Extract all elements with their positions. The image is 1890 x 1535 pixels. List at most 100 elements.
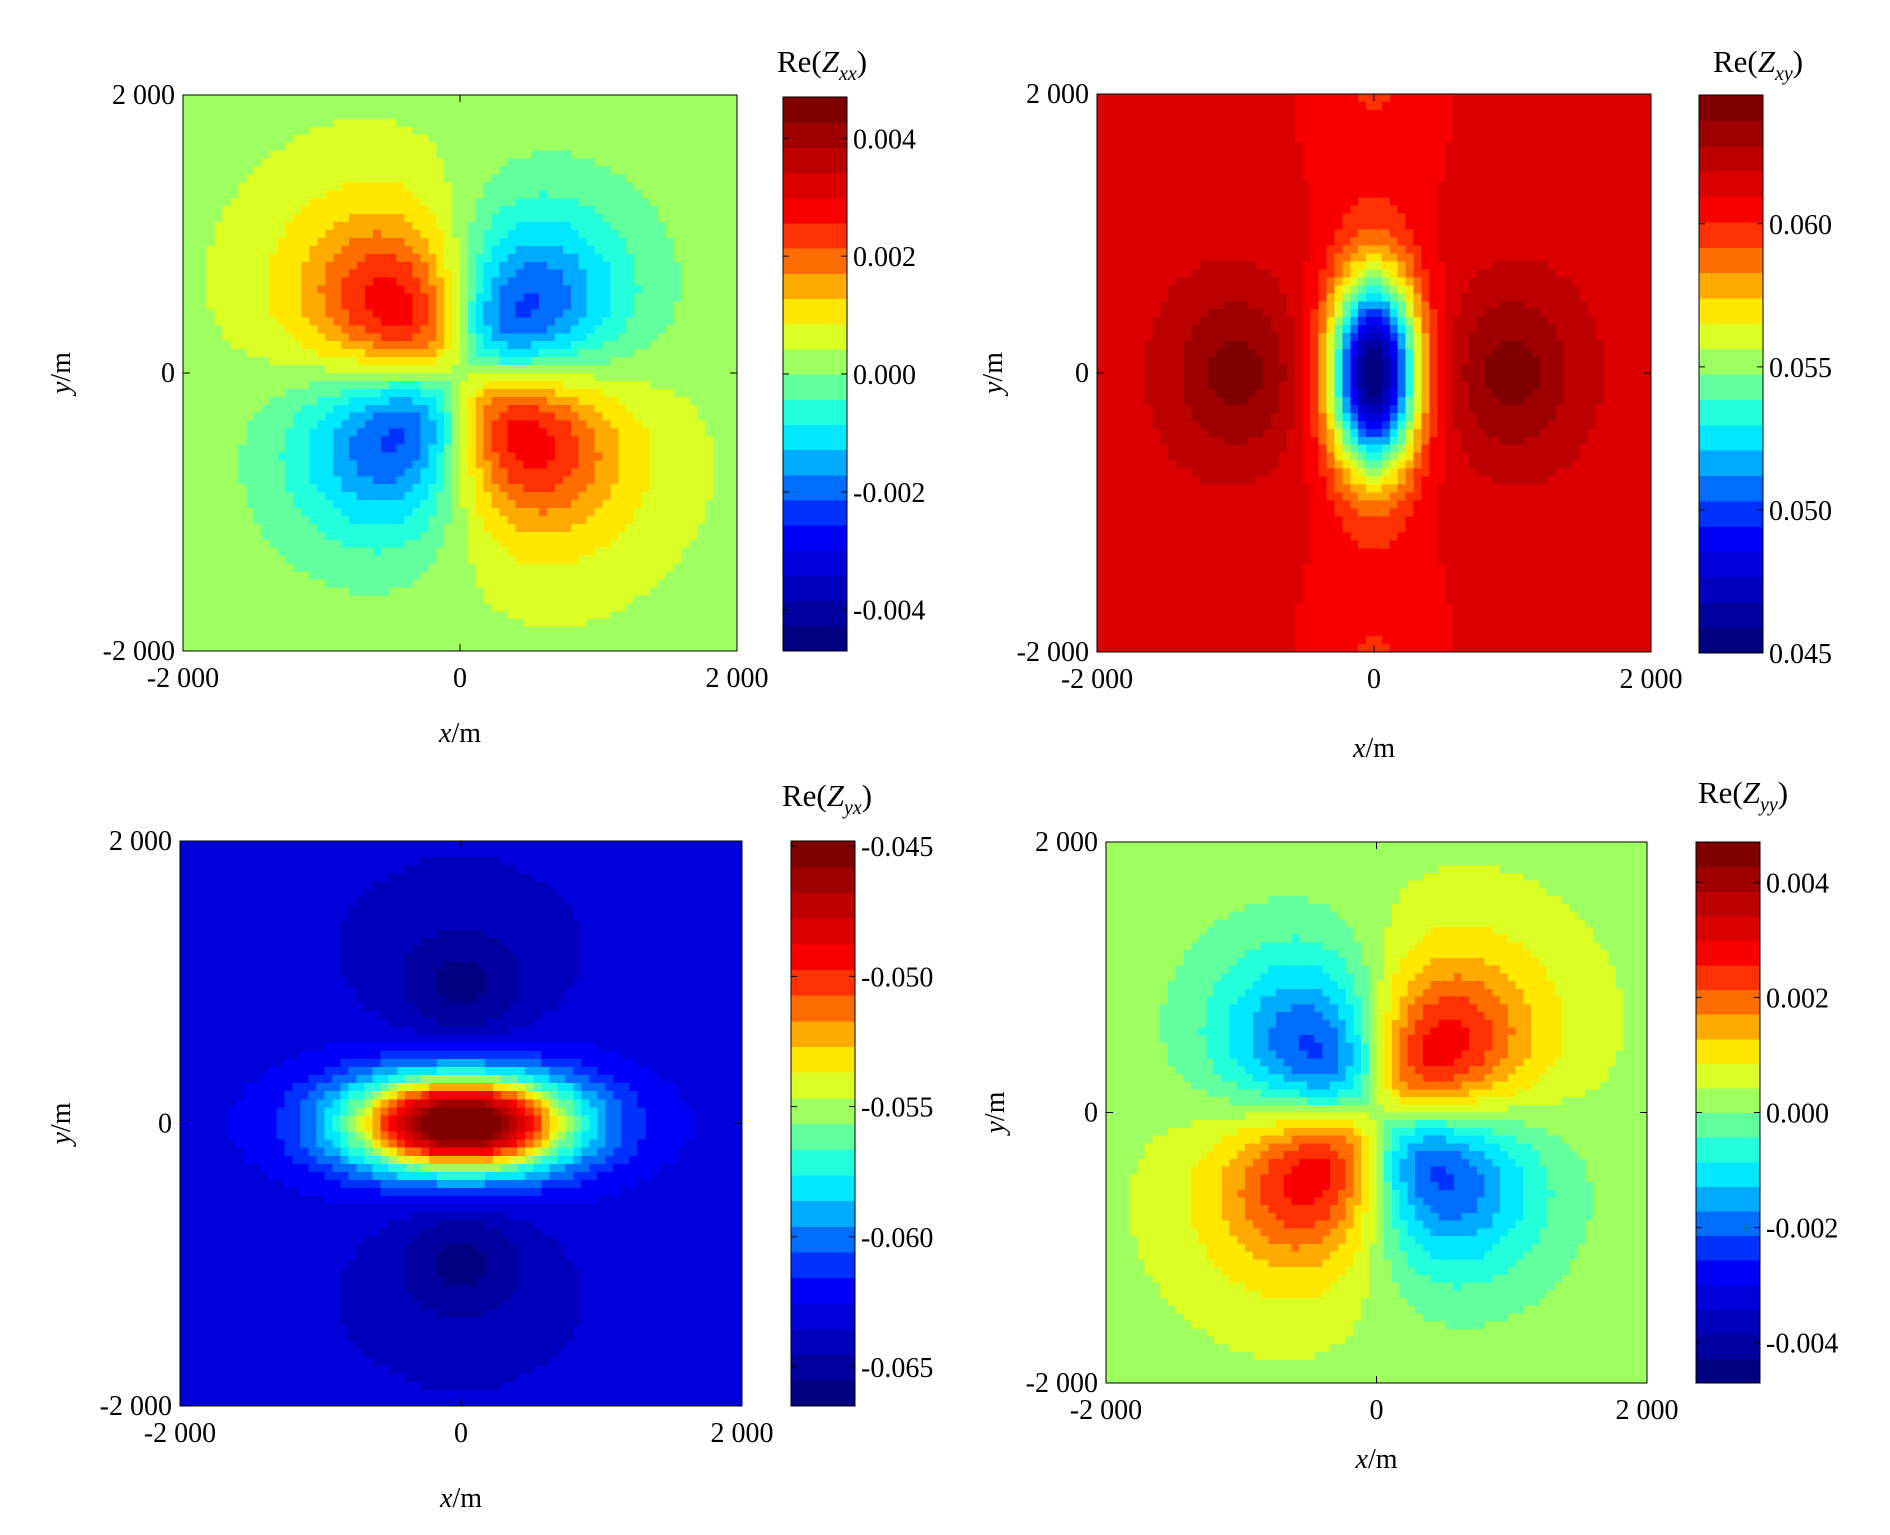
heatmap-cell [428, 515, 437, 525]
heatmap-cell [594, 230, 604, 239]
heatmap-cell [396, 579, 406, 589]
heatmap-cell [721, 142, 730, 152]
heatmap-cell [246, 484, 255, 493]
heatmap-cell [547, 452, 556, 461]
heatmap-cell [554, 468, 564, 477]
heatmap-cell [206, 245, 216, 255]
heatmap-cell [388, 484, 398, 493]
heatmap-cell [539, 420, 548, 430]
heatmap-cell [238, 158, 247, 168]
heatmap-cell [357, 484, 366, 493]
heatmap-cell [277, 365, 287, 374]
heatmap-cell [1097, 237, 1106, 247]
heatmap-cell [705, 237, 714, 247]
heatmap-cell [372, 603, 382, 612]
heatmap-cell [309, 269, 319, 279]
heatmap-cell [475, 245, 485, 255]
heatmap-cell [499, 285, 509, 295]
heatmap-cell [349, 126, 358, 136]
heatmap-cell [277, 285, 287, 295]
heatmap-cell [349, 198, 358, 207]
heatmap-cell [507, 309, 516, 318]
heatmap-cell [372, 230, 382, 239]
heatmap-cell [507, 476, 516, 485]
heatmap-cell [349, 396, 358, 406]
heatmap-cell [507, 341, 516, 350]
heatmap-cell [380, 102, 390, 112]
heatmap-cell [602, 627, 611, 636]
heatmap-cell [586, 126, 596, 136]
heatmap-cell [285, 452, 295, 461]
heatmap-cell [586, 357, 596, 366]
heatmap-cell [618, 142, 627, 152]
heatmap-cell [206, 396, 216, 406]
heatmap-cell [349, 476, 358, 485]
heatmap-cell [206, 428, 216, 438]
heatmap-cell [578, 150, 588, 160]
heatmap-cell [515, 468, 524, 477]
heatmap-cell [183, 309, 192, 318]
heatmap-cell [222, 237, 232, 247]
heatmap-cell [230, 579, 239, 589]
heatmap-cell [388, 349, 398, 358]
heatmap-cell [570, 515, 580, 525]
heatmap-cell [681, 420, 691, 430]
heatmap-cell [388, 182, 398, 191]
heatmap-cell [262, 611, 271, 620]
heatmap-cell [396, 619, 406, 628]
heatmap-cell [270, 452, 279, 461]
heatmap-cell [190, 476, 200, 485]
heatmap-cell [523, 102, 532, 112]
heatmap-cell [183, 373, 192, 382]
heatmap-cell [285, 460, 295, 469]
heatmap-cell [183, 261, 192, 271]
heatmap-cell [420, 428, 429, 438]
heatmap-cell [230, 317, 239, 326]
heatmap-cell [713, 222, 722, 231]
heatmap-cell [697, 635, 706, 644]
heatmap-cell [214, 388, 224, 398]
heatmap-cell [507, 214, 516, 223]
heatmap-cell [586, 309, 596, 318]
heatmap-cell [222, 579, 232, 589]
heatmap-cell [270, 341, 279, 350]
heatmap-cell [404, 579, 414, 589]
heatmap-cell [388, 587, 398, 596]
heatmap-cell [436, 571, 445, 581]
heatmap-cell [713, 428, 722, 438]
heatmap-cell [238, 603, 247, 612]
heatmap-cell [673, 611, 683, 620]
heatmap-cell [254, 293, 263, 303]
heatmap-cell [483, 206, 493, 215]
heatmap-cell [562, 237, 572, 247]
heatmap-cell [380, 508, 390, 517]
heatmap-cell [380, 198, 390, 207]
heatmap-cell [293, 373, 303, 382]
heatmap-cell [649, 388, 659, 398]
heatmap-cell [404, 261, 414, 271]
heatmap-cell [357, 190, 366, 199]
heatmap-cell [262, 118, 271, 128]
heatmap-cell [396, 277, 406, 287]
heatmap-cell [222, 436, 232, 446]
heatmap-cell [214, 230, 224, 239]
heatmap-cell [681, 245, 691, 255]
heatmap-cell [357, 611, 366, 620]
heatmap-cell [586, 523, 596, 533]
heatmap-cell [277, 214, 287, 223]
heatmap-cell [713, 476, 722, 485]
heatmap-cell [325, 547, 334, 557]
heatmap-cell [665, 404, 675, 414]
heatmap-cell [349, 484, 358, 493]
heatmap-cell [396, 230, 406, 239]
heatmap-cell [293, 198, 303, 207]
heatmap-cell [713, 373, 722, 382]
heatmap-cell [357, 357, 366, 366]
heatmap-cell [325, 627, 334, 636]
heatmap-cell [270, 190, 279, 199]
heatmap-cell [301, 285, 311, 295]
heatmap-cell [372, 325, 382, 334]
heatmap-cell [183, 396, 192, 406]
heatmap-cell [452, 333, 461, 342]
heatmap-cell [697, 357, 706, 366]
